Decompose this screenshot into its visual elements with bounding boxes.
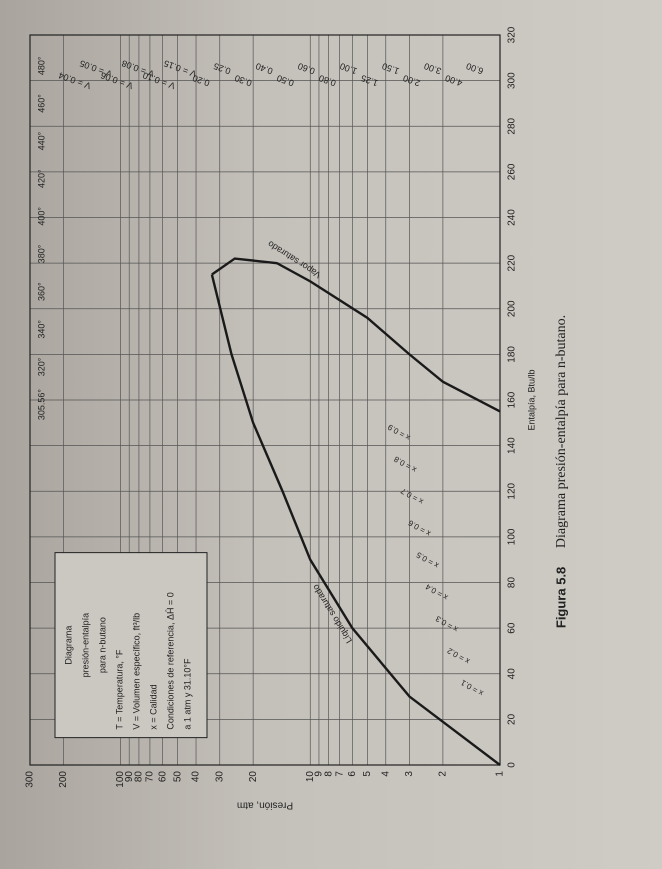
saturation-curve [211,257,501,413]
quality-label: x = 0.8 [392,454,418,474]
x-tick-label: 80 [507,577,518,589]
x-tick-label: 100 [507,528,518,545]
legend-text: V = Volumen específico, ft³/lb [131,613,141,730]
volume-label: 0.50 [275,73,295,88]
isotherm-label: 460° [36,94,46,113]
volume-label: 0.30 [233,73,253,88]
y-tick-label: 90 [124,771,135,783]
quality-label: x = 0.6 [406,518,432,538]
plot-frame [29,34,501,766]
volume-label: 0.40 [254,61,274,76]
isotherm-label: 305.56° [36,389,46,421]
isotherm-label: 420° [36,169,46,188]
series-label: Líquido saturado [310,583,354,645]
volume-label: V = 0.10 [141,70,176,91]
volume-label: 3.00 [423,61,443,76]
y-tick-label: 8 [323,771,334,777]
isotherm-label: 400° [36,207,46,226]
legend-text: Diagrama [63,626,73,665]
volume-label: 6.00 [465,61,485,76]
caption-text: Diagrama presión-entalpía para n-butano. [554,315,569,548]
x-tick-label: 240 [507,209,518,226]
isotherm-label: 340° [36,320,46,339]
legend-text: x = Calidad [148,684,158,729]
legend-box [54,552,208,739]
y-tick-label: 1 [495,771,506,777]
x-tick-label: 120 [507,482,518,499]
legend-text: T = Temperatura, °F [114,649,124,730]
y-tick-label: 70 [145,771,156,783]
y-tick-label: 300 [25,771,36,788]
y-axis-title: Presión, atm [237,799,293,810]
volume-label: 0.80 [317,73,337,88]
volume-label: 1.50 [381,61,401,76]
quality-label: x = 0.3 [434,614,460,634]
volume-label: 1.00 [339,61,359,76]
volume-label: 1.25 [360,73,380,88]
y-tick-label: 200 [58,771,69,788]
y-tick-label: 80 [134,771,145,783]
x-tick-label: 320 [507,26,518,43]
isotherm-label: 360° [36,282,46,301]
volume-label: V = 0.15 [162,58,197,79]
y-tick-label: 60 [157,771,168,783]
volume-label: 0.20 [191,73,211,88]
x-tick-label: 200 [507,300,518,317]
y-tick-label: 10 [305,771,316,783]
y-tick-label: 20 [248,771,259,783]
volume-label: 0.25 [212,61,232,76]
y-tick-label: 50 [172,771,183,783]
x-tick-label: 300 [507,72,518,89]
legend-text: Condiciones de referencia, ΔĤ = 0 [165,592,175,729]
x-tick-label: 160 [507,391,518,408]
x-tick-label: 40 [507,668,518,680]
y-tick-label: 3 [404,771,415,777]
x-tick-label: 140 [507,437,518,454]
y-tick-label: 9 [314,771,325,777]
caption-label: Figura 5.8 [553,567,568,628]
y-tick-label: 7 [334,771,345,777]
saturation-curve [210,274,501,766]
x-tick-label: 180 [507,346,518,363]
y-tick-label: 30 [214,771,225,783]
quality-label: x = 0.1 [459,678,485,698]
volume-label: 0.60 [296,61,316,76]
legend-text: presión-entalpía [80,613,90,678]
quality-label: x = 0.7 [399,486,425,506]
y-tick-label: 100 [115,771,126,788]
legend-text: para n-butano [97,617,107,673]
x-tick-label: 20 [507,713,518,725]
y-tick-label: 5 [362,771,373,777]
volume-label: 4.00 [444,73,464,88]
y-tick-label: 2 [438,771,449,777]
volume-label: 2.00 [402,73,422,88]
quality-label: x = 0.5 [414,550,440,570]
x-tick-label: 60 [507,622,518,634]
y-tick-label: 4 [380,771,391,777]
x-tick-label: 220 [507,254,518,271]
isotherm-label: 480° [36,56,46,75]
x-tick-label: 280 [507,117,518,134]
y-tick-label: 6 [347,771,358,777]
volume-label: V = 0.04 [57,70,92,91]
quality-label: x = 0.4 [424,582,450,602]
y-tick-label: 40 [191,771,202,783]
x-tick-label: 260 [507,163,518,180]
x-tick-label: 0 [507,762,518,768]
x-axis-title: Entalpía, Btu/lb [526,369,536,430]
isotherm-label: 320° [36,357,46,376]
quality-label: x = 0.9 [386,422,412,442]
plot: 0204060801001201401601802002202402602803… [25,26,570,810]
quality-label: x = 0.2 [445,646,471,666]
legend-text: a 1 atm y 31.10°F [182,658,192,730]
isotherm-label: 380° [36,244,46,263]
isotherm-label: 440° [36,131,46,150]
